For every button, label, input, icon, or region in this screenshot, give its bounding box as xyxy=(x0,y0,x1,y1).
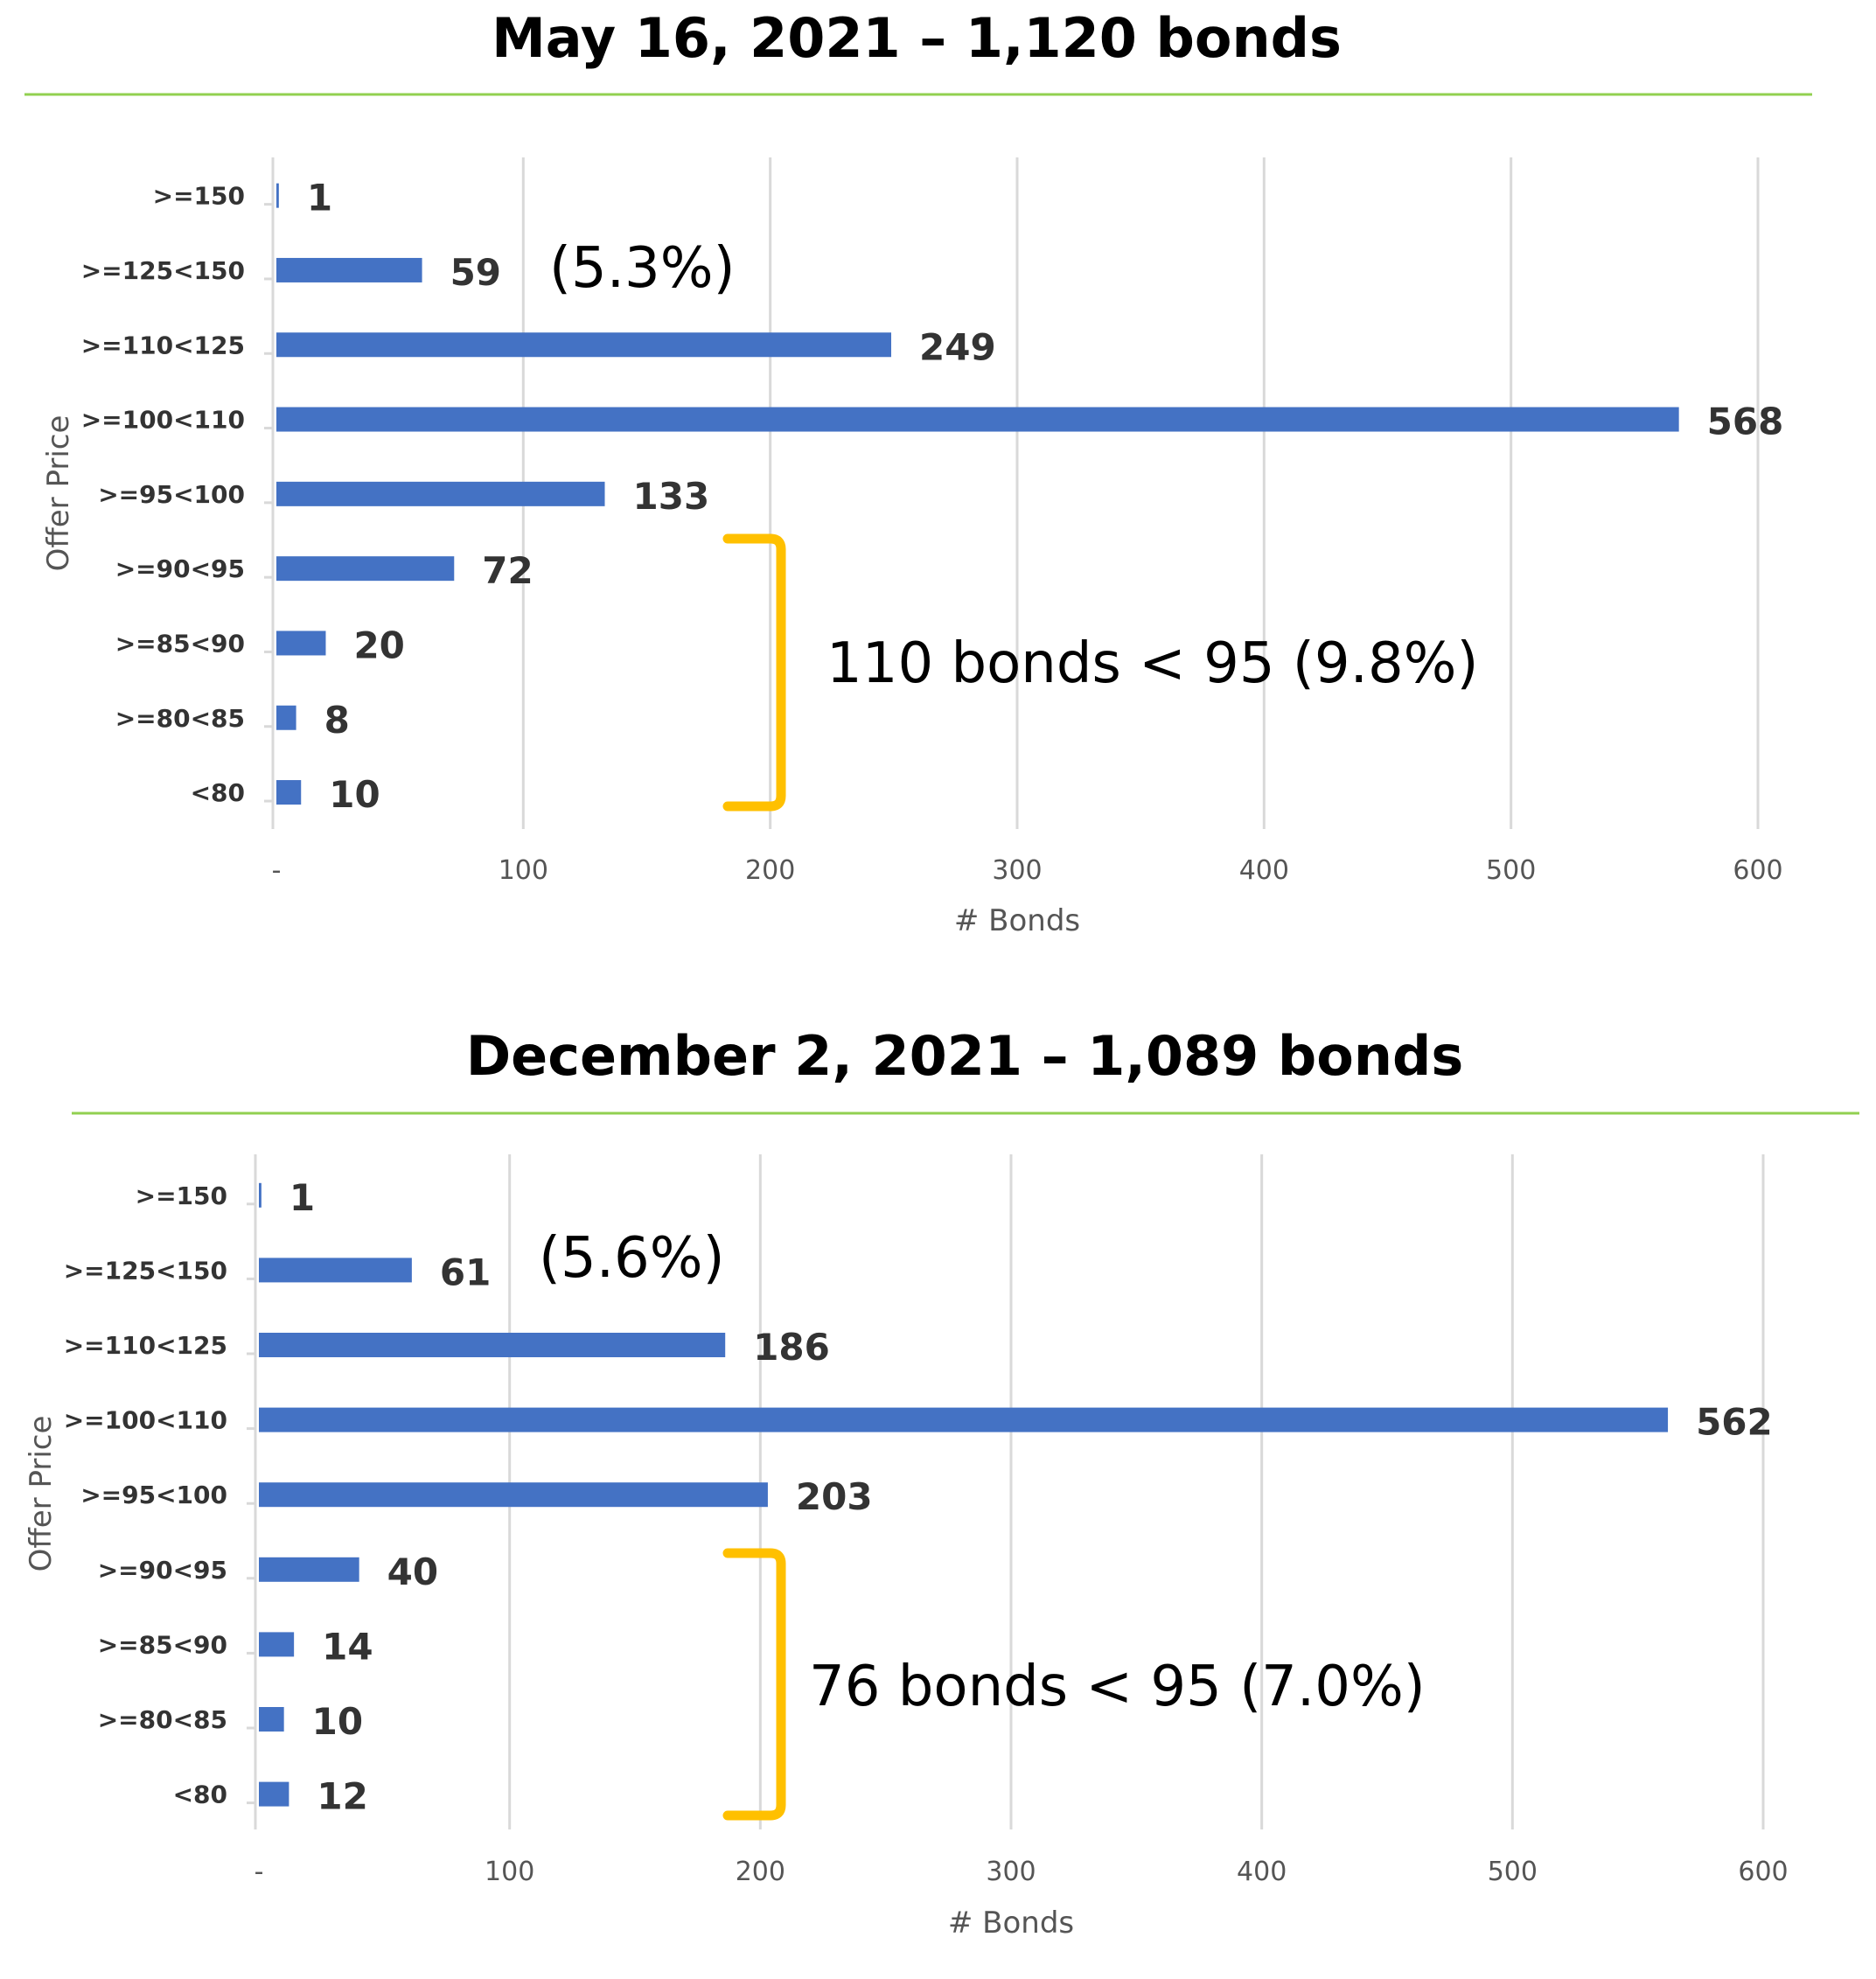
category-label: >=150 xyxy=(153,182,245,211)
bar xyxy=(259,1258,412,1283)
bar xyxy=(276,556,455,582)
percent-annotation: (5.3%) xyxy=(549,236,736,301)
bar xyxy=(259,1707,284,1732)
data-label: 1 xyxy=(307,177,332,220)
category-label: >=90<95 xyxy=(98,1556,227,1585)
category-label: >=80<85 xyxy=(115,704,245,733)
data-label: 10 xyxy=(312,1700,363,1743)
category-label: >=110<125 xyxy=(64,1331,227,1360)
x-tick-label: 100 xyxy=(485,1857,534,1887)
bar xyxy=(259,1182,262,1208)
bar xyxy=(259,1557,359,1582)
chart-1: May 16, 2021 – 1,120 bonds - 100 200 300 400 5… xyxy=(24,6,1812,938)
category-label: >=85<90 xyxy=(115,629,245,658)
x-tick-label: 200 xyxy=(736,1857,785,1887)
data-label: 40 xyxy=(387,1550,438,1593)
data-label: 8 xyxy=(324,699,350,742)
x-tick-label: - xyxy=(272,855,282,886)
chart-2: December 2, 2021 – 1,089 bonds - 100 200 300… xyxy=(24,1024,1859,1941)
category-label: <80 xyxy=(173,1780,227,1809)
bar xyxy=(276,705,296,730)
x-axis-label: # Bonds xyxy=(948,1906,1074,1941)
category-label: >=125<150 xyxy=(81,256,245,285)
x-tick-label: 200 xyxy=(745,855,795,886)
bracket-annotation xyxy=(722,1548,786,1821)
category-label: >=100<110 xyxy=(64,1406,227,1435)
data-label: 10 xyxy=(329,773,380,816)
percent-annotation: (5.6%) xyxy=(539,1226,725,1291)
x-tick-label: 600 xyxy=(1733,855,1782,886)
x-tick-label: - xyxy=(255,1857,264,1887)
category-label: >=110<125 xyxy=(81,331,245,359)
category-label: >=150 xyxy=(136,1181,227,1210)
data-label: 562 xyxy=(1696,1401,1773,1444)
category-label: <80 xyxy=(191,778,245,807)
data-label: 20 xyxy=(353,624,404,666)
category-label: >=100<110 xyxy=(81,406,245,435)
bar xyxy=(276,183,279,208)
data-label: 14 xyxy=(322,1625,373,1668)
category-label: >=85<90 xyxy=(98,1630,227,1659)
y-axis-label: Offer Price xyxy=(24,1416,59,1572)
data-label: 186 xyxy=(753,1326,830,1369)
x-axis-label: # Bonds xyxy=(954,903,1080,938)
x-tick-label: 300 xyxy=(992,855,1042,886)
chart-title: December 2, 2021 – 1,089 bonds xyxy=(466,1024,1464,1088)
bar xyxy=(276,780,302,805)
category-label: >=95<100 xyxy=(98,480,245,509)
y-axis-label: Offer Price xyxy=(41,415,76,572)
data-label: 203 xyxy=(796,1475,873,1518)
data-label: 72 xyxy=(482,549,533,592)
data-label: 61 xyxy=(440,1251,491,1293)
data-label: 133 xyxy=(633,475,710,518)
x-tick-label: 500 xyxy=(1488,1857,1538,1887)
category-label: >=90<95 xyxy=(115,554,245,583)
category-label: >=95<100 xyxy=(80,1481,227,1509)
bar xyxy=(259,1781,289,1807)
below-95-annotation: 76 bonds < 95 (7.0%) xyxy=(809,1655,1426,1719)
data-label: 59 xyxy=(450,251,501,294)
bar xyxy=(276,407,1679,432)
category-label: >=80<85 xyxy=(98,1705,227,1734)
bar xyxy=(276,481,605,506)
bar xyxy=(276,257,422,282)
bar xyxy=(259,1407,1669,1432)
bracket-annotation xyxy=(722,533,786,812)
bar xyxy=(259,1333,726,1357)
data-label: 1 xyxy=(289,1176,315,1219)
data-label: 568 xyxy=(1707,401,1784,443)
category-label: >=125<150 xyxy=(64,1256,227,1285)
bar xyxy=(259,1482,768,1508)
x-tick-label: 100 xyxy=(499,855,548,886)
bar xyxy=(276,332,892,358)
data-label: 249 xyxy=(919,325,996,368)
bar xyxy=(276,631,326,656)
x-tick-label: 500 xyxy=(1486,855,1536,886)
bar xyxy=(259,1632,295,1657)
x-tick-label: 600 xyxy=(1738,1857,1788,1887)
x-tick-label: 300 xyxy=(986,1857,1036,1887)
x-tick-label: 400 xyxy=(1237,1857,1287,1887)
x-tick-label: 400 xyxy=(1239,855,1289,886)
data-label: 12 xyxy=(317,1775,367,1818)
chart-title: May 16, 2021 – 1,120 bonds xyxy=(492,6,1342,70)
below-95-annotation: 110 bonds < 95 (9.8%) xyxy=(826,631,1478,696)
